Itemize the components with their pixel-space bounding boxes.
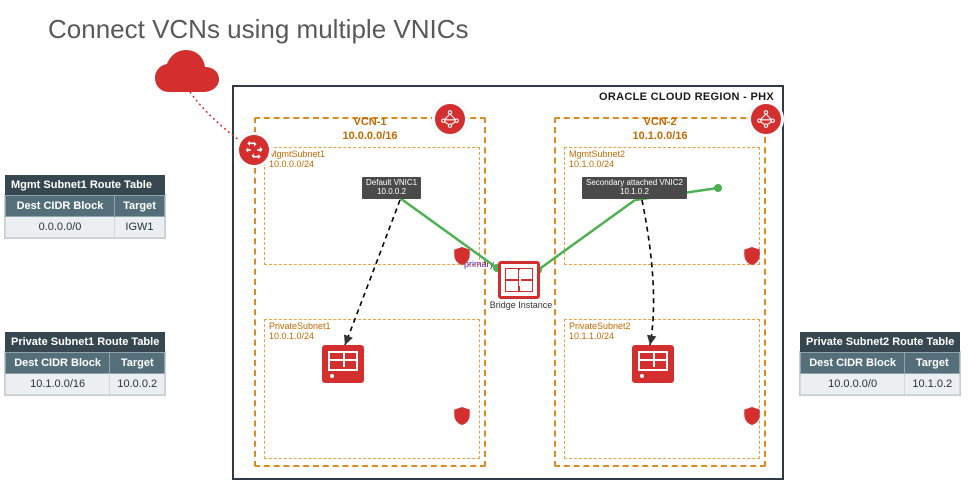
shield-icon — [454, 247, 470, 265]
mgmt-route-table: Mgmt Subnet1 Route Table Dest CIDR Block… — [5, 175, 165, 238]
vcn2-priv-label: PrivateSubnet210.1.1.0/24 — [569, 322, 631, 342]
priv1-route-table: Private Subnet1 Route Table Dest CIDR Bl… — [5, 332, 165, 395]
col-header: Dest CIDR Block — [801, 353, 905, 374]
page-title: Connect VCNs using multiple VNICs — [48, 14, 469, 45]
bridge-instance-icon — [498, 261, 540, 299]
col-header: Target — [110, 353, 165, 374]
compute-icon-priv1 — [322, 345, 364, 383]
priv2-route-table: Private Subnet2 Route Table Dest CIDR Bl… — [800, 332, 960, 395]
vcn2-label: VCN-2 — [556, 116, 764, 128]
vnic1-tag: Default VNIC110.0.0.2 — [362, 177, 421, 199]
table-caption: Private Subnet1 Route Table — [5, 332, 165, 352]
vcn1-mgmt-label: MgmtSubnet110.0.0.0/24 — [269, 150, 325, 170]
shield-icon — [744, 247, 760, 265]
vcn1-box: VCN-1 10.0.0.0/16 MgmtSubnet110.0.0.0/24… — [254, 117, 486, 467]
table-row: 10.1.0.0/1610.0.0.2 — [6, 374, 165, 395]
table-row: 10.0.0.0/010.1.0.2 — [801, 374, 960, 395]
shield-icon — [744, 407, 760, 425]
compute-icon-priv2 — [632, 345, 674, 383]
bridge-label: Bridge Instance — [486, 301, 556, 311]
col-header: Dest CIDR Block — [6, 196, 115, 217]
vcn2-mgmt-subnet: MgmtSubnet210.1.0.0/24 — [564, 147, 760, 265]
vcn1-mgmt-subnet: MgmtSubnet110.0.0.0/24 — [264, 147, 480, 265]
vcn2-box: VCN-2 10.1.0.0/16 MgmtSubnet210.1.0.0/24… — [554, 117, 766, 467]
network-icon-vcn2 — [748, 101, 784, 137]
table-caption: Private Subnet2 Route Table — [800, 332, 960, 352]
vcn2-priv-subnet: PrivateSubnet210.1.1.0/24 — [564, 319, 760, 459]
vcn1-priv-label: PrivateSubnet110.0.1.0/24 — [269, 322, 331, 342]
region-box: ORACLE CLOUD REGION - PHX VCN-1 10.0.0.0… — [232, 85, 784, 480]
col-header: Dest CIDR Block — [6, 353, 110, 374]
table-caption: Mgmt Subnet1 Route Table — [5, 175, 165, 195]
cloud-icon — [155, 50, 219, 92]
vcn2-cidr: 10.1.0.0/16 — [556, 130, 764, 142]
region-label: ORACLE CLOUD REGION - PHX — [599, 91, 774, 103]
igw-icon — [236, 132, 272, 168]
vnic2-tag: Secondary attached VNIC210.1.0.2 — [582, 177, 687, 199]
col-header: Target — [114, 196, 164, 217]
vcn1-priv-subnet: PrivateSubnet110.0.1.0/24 — [264, 319, 480, 459]
col-header: Target — [905, 353, 960, 374]
table-row: 0.0.0.0/0IGW1 — [6, 217, 165, 238]
network-icon-vcn1 — [432, 101, 468, 137]
vcn2-mgmt-label: MgmtSubnet210.1.0.0/24 — [569, 150, 625, 170]
shield-icon — [454, 407, 470, 425]
